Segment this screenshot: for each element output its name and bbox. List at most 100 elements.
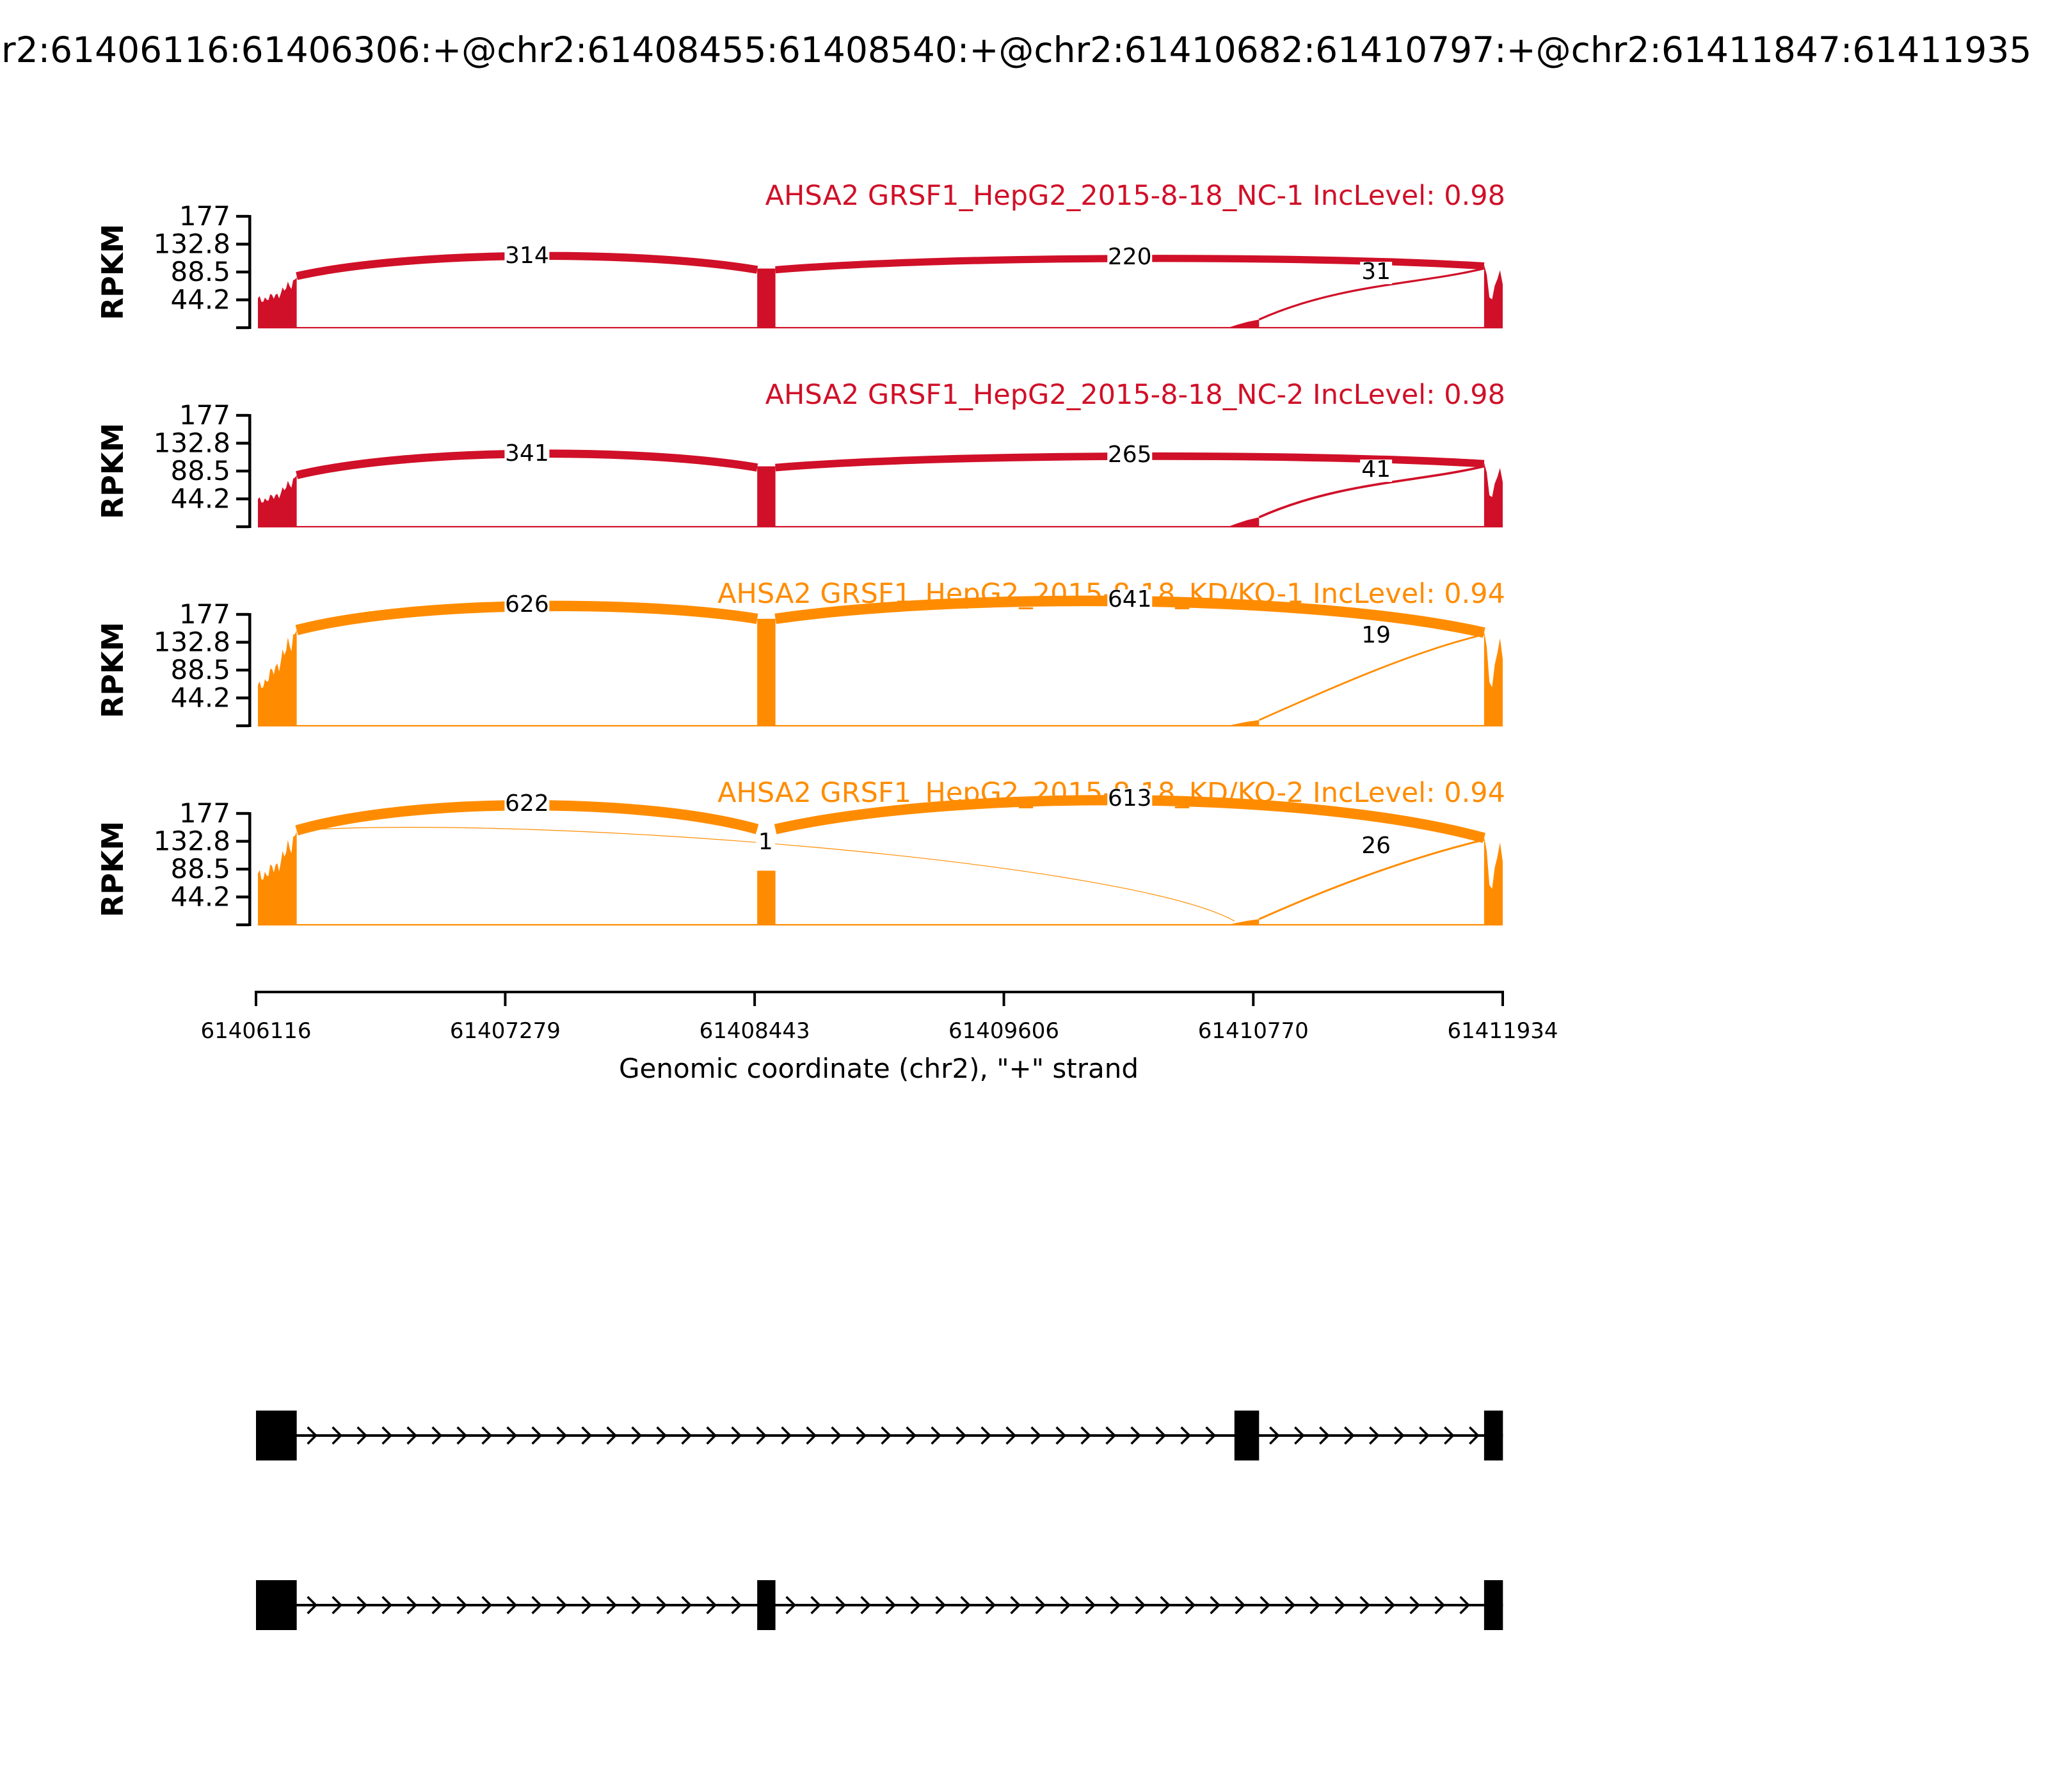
- intron-arrow: [381, 1596, 393, 1615]
- coverage-exon-a: [757, 268, 776, 328]
- intron-arrow: [1010, 1596, 1021, 1615]
- sashimi-track-nc-2: AHSA2 GRSF1_HepG2_2015-8-18_NC-2 IncLeve…: [95, 379, 1505, 529]
- x-tick: [1501, 992, 1504, 1006]
- y-tick: [236, 724, 249, 728]
- page-title: r2:61406116:61406306:+@chr2:61408455:614…: [1, 29, 2032, 70]
- intron-arrow: [1085, 1596, 1096, 1615]
- coverage-downstream-exon: [1484, 836, 1503, 925]
- intron-arrow: [307, 1596, 318, 1615]
- intron-arrow: [906, 1426, 917, 1445]
- x-tick-label: 61406116: [200, 1018, 311, 1044]
- junction-count-label: 31: [1361, 259, 1391, 285]
- coverage-upstream-exon: [258, 277, 297, 328]
- intron-arrow: [332, 1426, 343, 1445]
- exon-box: [1234, 1411, 1260, 1460]
- intron-arrow: [456, 1426, 468, 1445]
- intron-arrow: [606, 1596, 618, 1615]
- junction-label-gap: [1107, 589, 1153, 612]
- coverage-group: [258, 462, 1503, 528]
- y-tick: [236, 270, 249, 274]
- junction-label-gap: [504, 246, 550, 268]
- x-axis-title: Genomic coordinate (chr2), "+" strand: [619, 1053, 1139, 1084]
- gene-model-isoform-1: [256, 1411, 1503, 1460]
- track-title: AHSA2 GRSF1_HepG2_2015-8-18_NC-1 IncLeve…: [765, 180, 1505, 212]
- junction-arc: [296, 827, 1235, 922]
- intron-arrow: [656, 1426, 668, 1445]
- junction-arc: [1258, 465, 1485, 518]
- y-tick: [236, 696, 249, 700]
- intron-arrow: [1434, 1596, 1446, 1615]
- intron-arrow: [506, 1426, 518, 1445]
- intron-arrow: [356, 1596, 368, 1615]
- intron-arrow: [910, 1596, 922, 1615]
- intron-arrow: [1105, 1426, 1117, 1445]
- y-tick-label: 44.2: [170, 682, 230, 714]
- y-tick-label: 177: [179, 399, 230, 431]
- coverage-group: [258, 264, 1503, 329]
- y-tick: [236, 298, 249, 301]
- coverage-group: [258, 618, 1503, 727]
- intron-arrow: [1269, 1426, 1280, 1445]
- y-tick: [236, 867, 249, 871]
- y-tick: [236, 214, 249, 218]
- sashimi-track-kd-ko-1: AHSA2 GRSF1_HepG2_2015-8-18_KD/KO-1 IncL…: [95, 578, 1505, 728]
- y-tick-label: 132.8: [154, 627, 230, 658]
- y-tick: [236, 923, 249, 927]
- y-tick-label: 132.8: [154, 826, 230, 857]
- y-axis-line: [248, 215, 252, 329]
- junction-label-gap: [504, 444, 550, 466]
- intron-arrow: [1185, 1596, 1196, 1615]
- junction-arc: [1258, 268, 1485, 321]
- intron-arrow: [1135, 1596, 1146, 1615]
- intron-arrow: [1369, 1426, 1380, 1445]
- intron-arrow: [406, 1596, 418, 1615]
- junction-count-label: 220: [1108, 244, 1152, 270]
- intron-arrow: [656, 1596, 668, 1615]
- coverage-exon-b: [1228, 319, 1260, 328]
- coverage-exon-a: [757, 870, 776, 925]
- intron-arrow: [1359, 1596, 1371, 1615]
- intron-arrow: [631, 1596, 643, 1615]
- junction-count-label: 622: [505, 790, 549, 817]
- y-tick: [236, 413, 249, 417]
- junction-count-label: 41: [1361, 456, 1391, 483]
- intron-arrow: [1035, 1596, 1046, 1615]
- intron-arrow: [885, 1596, 897, 1615]
- intron-arrow: [1005, 1426, 1017, 1445]
- junction-count-label: 26: [1361, 833, 1391, 859]
- junction-count-label: 265: [1108, 442, 1152, 468]
- y-tick-label: 88.5: [170, 455, 230, 486]
- intron-arrow: [556, 1426, 568, 1445]
- intron-arrow: [931, 1426, 942, 1445]
- junction-label-gap: [756, 832, 776, 854]
- intron-arrow: [806, 1426, 817, 1445]
- intron-arrow: [1344, 1426, 1355, 1445]
- rpkm-axis-label: RPKM: [95, 622, 130, 719]
- y-tick-label: 177: [179, 598, 230, 630]
- intron-arrow: [1469, 1426, 1480, 1445]
- intron-arrow: [481, 1596, 493, 1615]
- intron-arrow: [1210, 1596, 1221, 1615]
- intron-arrow: [631, 1426, 643, 1445]
- coverage-upstream-exon: [258, 630, 297, 726]
- y-tick: [236, 326, 249, 330]
- rpkm-axis-label: RPKM: [95, 423, 130, 520]
- y-tick: [236, 895, 249, 899]
- intron-arrow: [1384, 1596, 1396, 1615]
- intron-arrow: [531, 1596, 543, 1615]
- junction-label-gap: [1360, 262, 1393, 284]
- intron-arrow: [332, 1596, 343, 1615]
- intron-arrow: [681, 1596, 692, 1615]
- y-tick: [236, 469, 249, 473]
- coverage-downstream-exon: [1484, 631, 1503, 726]
- junction-count-label: 613: [1108, 785, 1152, 812]
- intron-arrow: [731, 1426, 742, 1445]
- junction-count-label: 314: [505, 243, 549, 269]
- x-tick: [504, 992, 507, 1006]
- y-tick: [236, 612, 249, 616]
- junction-count-label: 19: [1361, 622, 1391, 648]
- y-tick-label: 132.8: [154, 228, 230, 260]
- intron-arrow: [956, 1426, 967, 1445]
